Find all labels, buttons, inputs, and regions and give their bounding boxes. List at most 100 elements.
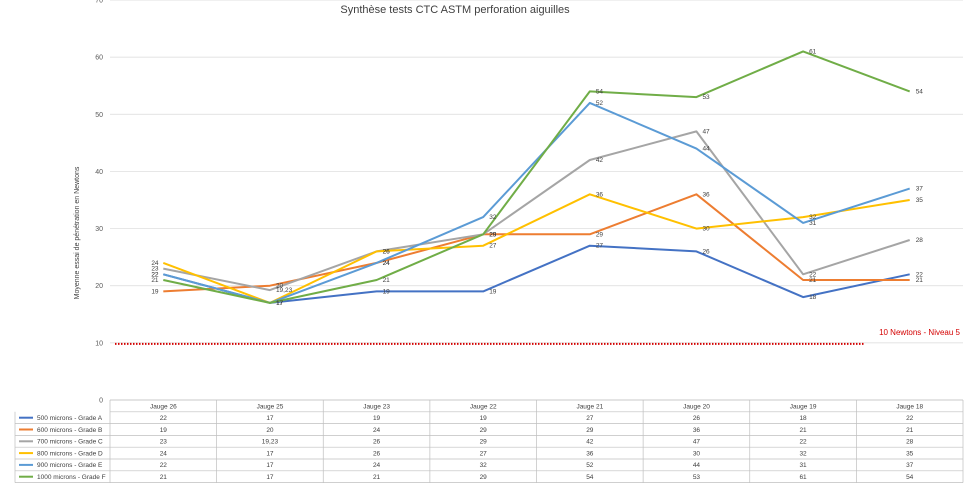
table-cell: 36 <box>693 427 701 434</box>
table-cell: 36 <box>586 450 594 457</box>
data-labels: 22 17 19 19 27 26 18 22 19 20 24 29 29 36 21 21 23 19,23 2… <box>151 48 923 306</box>
y-tick-label: 40 <box>95 169 103 176</box>
data-label: 36 <box>596 191 604 198</box>
x-category-label: Jauge 26 <box>150 404 177 411</box>
data-label: 27 <box>596 243 604 250</box>
x-category-label: Jauge 25 <box>257 404 284 411</box>
table-cell: 19,23 <box>262 439 279 446</box>
data-label: 22 <box>151 271 159 278</box>
gridlines <box>110 0 963 401</box>
table-cell: 24 <box>373 427 381 434</box>
data-label: 17 <box>276 300 284 307</box>
table-cell: 27 <box>480 450 488 457</box>
x-category-label: Jauge 23 <box>363 404 390 411</box>
table-cell: 32 <box>799 450 807 457</box>
legend-label: 700 microns - Grade C <box>37 439 103 446</box>
data-label: 36 <box>702 191 710 198</box>
data-label: 44 <box>702 146 710 153</box>
x-category-label: Jauge 22 <box>470 404 497 411</box>
series-line-3 <box>163 130 911 292</box>
data-label: 32 <box>489 214 497 221</box>
data-label: 26 <box>702 248 710 255</box>
data-label: 54 <box>916 88 924 95</box>
series-lines <box>162 50 911 304</box>
table-cell: 21 <box>906 427 914 434</box>
data-label: 29 <box>489 231 497 238</box>
legend-label: 500 microns - Grade A <box>37 415 103 422</box>
data-label: 52 <box>596 100 604 107</box>
data-label: 54 <box>596 88 604 95</box>
table-cell: 17 <box>266 450 274 457</box>
table-cell: 28 <box>906 439 914 446</box>
data-label: 17 <box>276 300 284 307</box>
table-cell: 19 <box>373 415 381 422</box>
data-label: 17 <box>276 300 284 307</box>
series-line-2 <box>163 193 910 293</box>
data-label: 26 <box>383 248 391 255</box>
table-cell: 21 <box>799 427 807 434</box>
table-cell: 22 <box>160 462 168 469</box>
table-cell: 17 <box>266 415 274 422</box>
series-line-1 <box>163 244 910 304</box>
data-label: 23 <box>151 266 159 273</box>
table-cell: 21 <box>160 474 168 481</box>
data-label: 18 <box>809 294 817 301</box>
data-label: 29 <box>596 231 604 238</box>
data-label: 20 <box>276 283 284 290</box>
y-axis-label: Moyenne essai de pénétration en Newtons <box>74 166 81 299</box>
reference-line-label: 10 Newtons - Niveau 5 <box>879 328 960 337</box>
table-cell: 52 <box>586 462 594 469</box>
table-cell: 17 <box>266 462 274 469</box>
table-cell: 22 <box>160 415 168 422</box>
y-tick-label: 50 <box>95 112 103 119</box>
data-label: 53 <box>702 94 710 101</box>
data-label: 24 <box>151 260 159 267</box>
data-label: 21 <box>383 277 391 284</box>
table-cell: 30 <box>693 450 701 457</box>
data-label: 17 <box>276 300 284 307</box>
table-cell: 22 <box>906 415 914 422</box>
data-label: 19 <box>489 288 497 295</box>
data-label: 19 <box>151 288 159 295</box>
table-cell: 26 <box>373 439 381 446</box>
data-label: 26 <box>383 248 391 255</box>
data-label: 21 <box>151 277 159 284</box>
chart-title: Synthèse tests CTC ASTM perforation aigu… <box>340 4 570 16</box>
data-table: Jauge 26 Jauge 25 Jauge 23 Jauge 22 Jauge 21… <box>14 399 964 483</box>
legend-label: 1000 microns - Grade F <box>37 474 106 481</box>
table-cell: 17 <box>266 474 274 481</box>
table-cell: 37 <box>906 462 914 469</box>
table-cell: 22 <box>799 439 807 446</box>
data-label: 24 <box>383 260 391 267</box>
y-tick-label: 0 <box>99 398 103 405</box>
data-label: 32 <box>809 214 817 221</box>
y-tick-label: 70 <box>95 0 103 5</box>
y-tick-label: 30 <box>95 226 103 233</box>
table-cell: 27 <box>586 415 594 422</box>
table-cell: 54 <box>586 474 594 481</box>
table-cell: 29 <box>586 427 594 434</box>
table-cell: 26 <box>693 415 701 422</box>
data-label: 30 <box>702 226 710 233</box>
data-label: 47 <box>702 128 710 135</box>
data-label: 21 <box>916 277 924 284</box>
data-label: 42 <box>596 157 604 164</box>
table-cell: 21 <box>373 474 381 481</box>
y-tick-label: 20 <box>95 283 103 290</box>
data-label: 22 <box>916 271 924 278</box>
table-cell: 19 <box>480 415 488 422</box>
y-tick-label: 10 <box>95 340 103 347</box>
data-label: 37 <box>916 186 924 193</box>
data-label: 22 <box>809 271 817 278</box>
table-cell: 35 <box>906 450 914 457</box>
data-label: 27 <box>489 243 497 250</box>
data-label: 61 <box>809 48 817 55</box>
table-cell: 18 <box>799 415 807 422</box>
table-cell: 29 <box>480 427 488 434</box>
table-cell: 24 <box>373 462 381 469</box>
data-label: 29 <box>489 231 497 238</box>
annotations: 10 Newtons - Niveau 5 <box>115 328 961 345</box>
data-label: 35 <box>916 197 924 204</box>
table-cell: 47 <box>693 439 701 446</box>
